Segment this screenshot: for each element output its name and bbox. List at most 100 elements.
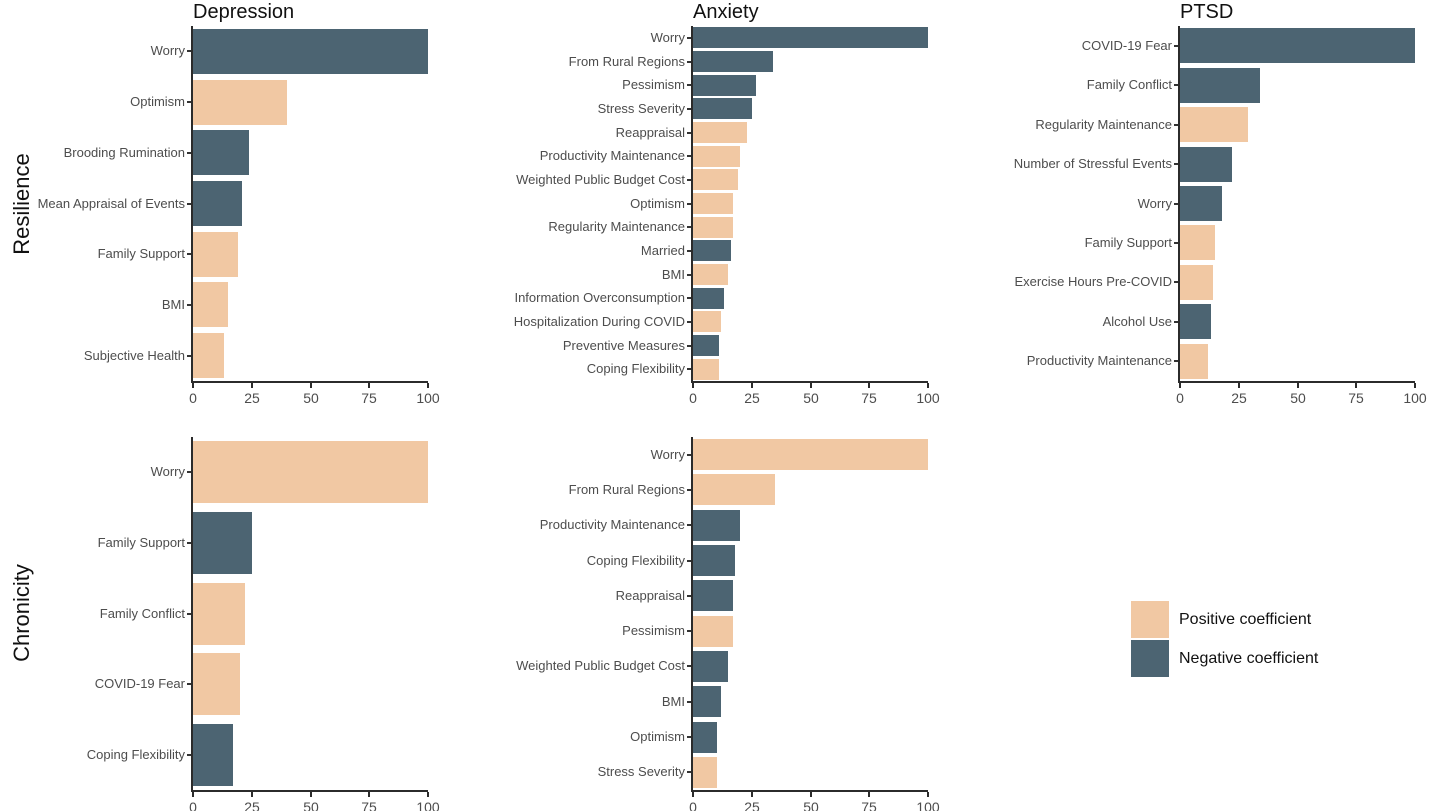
category-label: Family Conflict (1086, 77, 1172, 92)
category-axis-tick (1174, 242, 1179, 244)
x-tick-label: 100 (416, 799, 440, 811)
category-label: Optimism (630, 196, 685, 211)
category-axis-tick (687, 132, 692, 134)
x-axis-tick (927, 383, 929, 388)
category-axis-tick (687, 345, 692, 347)
bar (193, 282, 228, 327)
category-label: Information Overconsumption (514, 290, 685, 305)
bar (693, 98, 752, 119)
x-axis-tick (868, 792, 870, 797)
x-axis-tick (810, 792, 812, 797)
category-axis-tick (687, 736, 692, 738)
category-axis-tick (687, 61, 692, 63)
x-axis-line (191, 381, 428, 383)
x-tick-label: 100 (1403, 390, 1427, 406)
x-tick-label: 50 (803, 799, 819, 811)
x-axis-line (1178, 381, 1415, 383)
x-tick-label: 0 (689, 799, 697, 811)
legend-label-positive: Positive coefficient (1179, 610, 1312, 628)
category-axis-tick (187, 203, 192, 205)
category-label: Regularity Maintenance (548, 219, 685, 234)
category-label: Mean Appraisal of Events (37, 196, 185, 211)
category-label: Coping Flexibility (586, 361, 685, 376)
x-axis-line (191, 790, 428, 792)
x-axis-tick (751, 792, 753, 797)
bar (693, 510, 740, 541)
category-axis-tick (687, 524, 692, 526)
category-axis-tick (1174, 203, 1179, 205)
x-axis-tick (1355, 383, 1357, 388)
legend-item-positive: Positive coefficient (1131, 601, 1318, 638)
x-axis-tick (692, 383, 694, 388)
x-tick-label: 50 (303, 799, 319, 811)
bar (693, 722, 717, 753)
category-label: Worry (650, 30, 685, 45)
category-label: Reappraisal (615, 125, 685, 140)
bar (693, 240, 731, 261)
category-label: Weighted Public Budget Cost (516, 658, 685, 673)
bar (1180, 186, 1222, 221)
x-axis-tick (751, 383, 753, 388)
category-label: Weighted Public Budget Cost (516, 172, 685, 187)
x-tick-label: 0 (189, 799, 197, 811)
category-axis-tick (1174, 163, 1179, 165)
category-axis-tick (187, 613, 192, 615)
bar (693, 686, 721, 717)
category-axis-tick (1174, 84, 1179, 86)
x-tick-label: 50 (303, 390, 319, 406)
bar (193, 232, 238, 277)
x-axis-tick (1238, 383, 1240, 388)
bar (693, 169, 738, 190)
y-axis-line (191, 437, 193, 792)
bar (193, 583, 245, 645)
category-axis-tick (187, 542, 192, 544)
bar (693, 193, 733, 214)
bar (1180, 265, 1213, 300)
category-label: Worry (1137, 196, 1172, 211)
category-label: Stress Severity (597, 101, 685, 116)
x-tick-label: 50 (803, 390, 819, 406)
x-axis-tick (251, 383, 253, 388)
category-label: Married (640, 243, 685, 258)
x-tick-label: 25 (1231, 390, 1247, 406)
category-label: Optimism (630, 729, 685, 744)
category-axis-tick (1174, 124, 1179, 126)
category-axis-tick (687, 560, 692, 562)
x-axis-tick (692, 792, 694, 797)
x-axis-line (691, 790, 928, 792)
category-label: Alcohol Use (1102, 314, 1172, 329)
x-tick-label: 75 (1348, 390, 1364, 406)
category-axis-tick (687, 595, 692, 597)
category-axis-tick (687, 226, 692, 228)
category-label: Pessimism (622, 77, 685, 92)
category-axis-tick (687, 771, 692, 773)
x-axis-tick (1179, 383, 1181, 388)
category-label: From Rural Regions (568, 482, 685, 497)
category-label: Family Conflict (99, 606, 185, 621)
category-label: BMI (661, 694, 685, 709)
category-label: Worry (650, 447, 685, 462)
x-axis-tick (192, 383, 194, 388)
category-axis-tick (187, 471, 192, 473)
panel-title: Anxiety (693, 1, 759, 23)
bar (1180, 147, 1232, 182)
x-axis-tick (427, 383, 429, 388)
category-axis-tick (687, 155, 692, 157)
x-tick-label: 100 (916, 390, 940, 406)
category-label: Coping Flexibility (586, 553, 685, 568)
category-axis-tick (687, 274, 692, 276)
category-label: Productivity Maintenance (539, 517, 685, 532)
category-label: Brooding Rumination (63, 145, 185, 160)
x-axis-tick (810, 383, 812, 388)
category-label: COVID-19 Fear (1081, 38, 1172, 53)
x-axis-tick (368, 383, 370, 388)
category-label: Worry (150, 464, 185, 479)
bar (193, 653, 240, 715)
bar (193, 512, 252, 574)
x-tick-label: 75 (861, 799, 877, 811)
bar (193, 333, 224, 378)
x-tick-label: 100 (916, 799, 940, 811)
category-axis-tick (1174, 360, 1179, 362)
category-label: Optimism (130, 94, 185, 109)
